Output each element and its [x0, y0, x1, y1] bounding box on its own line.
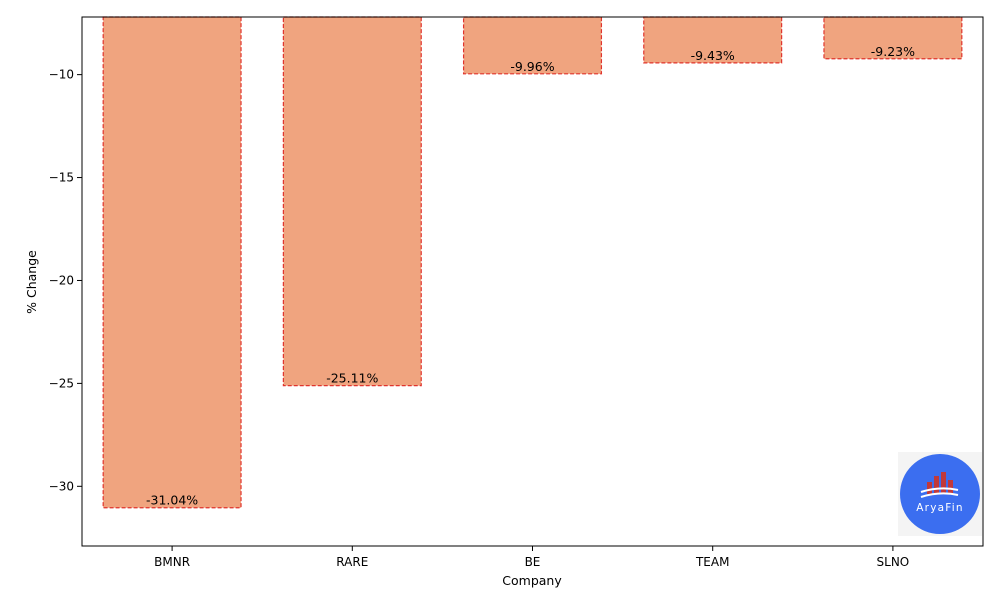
- y-tick-label: −15: [49, 171, 74, 185]
- x-tick-label-team: TEAM: [695, 555, 729, 569]
- data-label-slno: -9.23%: [871, 44, 915, 59]
- bar-slno: [823, 16, 963, 60]
- data-labels-group: -31.04% -25.11% -9.96% -9.43% -9.23%: [146, 44, 915, 508]
- x-axis-label: Company: [502, 573, 562, 588]
- x-tick-label-be: BE: [525, 555, 541, 569]
- x-axis-ticks: BMNR RARE BE TEAM SLNO: [154, 546, 909, 569]
- data-label-bmnr: -31.04%: [146, 493, 198, 508]
- y-tick-label: −20: [49, 273, 74, 287]
- y-tick-label: −25: [49, 376, 74, 390]
- bar-team: [643, 16, 783, 64]
- data-label-team: -9.43%: [691, 48, 735, 63]
- y-tick-label: −30: [49, 479, 74, 493]
- data-label-rare: -25.11%: [326, 371, 378, 386]
- bar-rare: [282, 16, 422, 387]
- bar-be: [462, 16, 603, 75]
- logo-text: AryaFin: [916, 502, 963, 514]
- data-label-be: -9.96%: [510, 59, 554, 74]
- y-axis-label: % Change: [24, 250, 39, 314]
- x-tick-label-rare: RARE: [336, 555, 368, 569]
- aryafin-logo: AryaFin: [898, 452, 982, 536]
- y-axis-ticks: −30 −25 −20 −15 −10: [49, 68, 82, 493]
- y-tick-label: −10: [49, 68, 74, 82]
- bars-group: [102, 16, 963, 509]
- x-tick-label-slno: SLNO: [877, 555, 910, 569]
- logo-bars-icon: [920, 472, 959, 498]
- bar-bmnr: [102, 16, 242, 509]
- x-tick-label-bmnr: BMNR: [154, 555, 190, 569]
